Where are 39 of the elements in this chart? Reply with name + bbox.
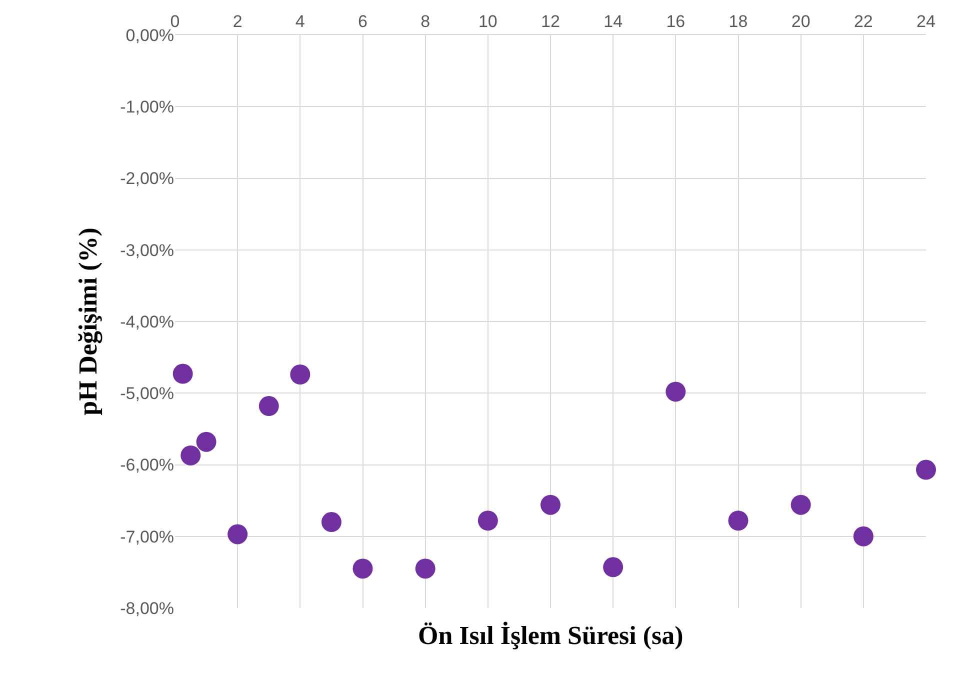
y-tick-label: -1,00% xyxy=(120,98,174,117)
y-tick-label: -7,00% xyxy=(120,527,174,546)
x-axis-title: Ön Isıl İşlem Süresi (sa) xyxy=(418,621,684,650)
x-tick-label: 20 xyxy=(791,12,810,32)
x-tick-label: 10 xyxy=(478,12,498,32)
x-tick-label: 24 xyxy=(916,12,936,32)
x-tick-label: 8 xyxy=(420,12,430,32)
point xyxy=(790,494,811,515)
x-tick-label: 2 xyxy=(232,12,242,32)
y-tick-label: -5,00% xyxy=(120,384,174,404)
point xyxy=(728,510,748,531)
point xyxy=(415,558,436,579)
point xyxy=(258,396,279,416)
point xyxy=(352,558,373,579)
point xyxy=(321,512,342,532)
point xyxy=(478,510,498,531)
x-tick-label: 16 xyxy=(666,12,686,32)
x-tick-label: 6 xyxy=(358,12,368,32)
x-tick-label: 18 xyxy=(728,12,748,32)
point xyxy=(172,364,193,384)
point xyxy=(603,557,624,578)
y-tick-label: -3,00% xyxy=(120,240,174,260)
point xyxy=(196,432,216,452)
x-tick-label: 22 xyxy=(854,12,873,32)
point xyxy=(540,494,560,515)
point xyxy=(853,526,874,546)
y-tick-label: -4,00% xyxy=(120,312,174,332)
x-tick-label: 12 xyxy=(541,12,560,32)
y-axis-title: pH Değişimi (%) xyxy=(74,228,103,416)
point xyxy=(666,382,686,402)
x-tick-label: 4 xyxy=(295,12,305,32)
point xyxy=(228,524,248,544)
x-tick-label: 14 xyxy=(604,12,623,32)
y-tick-label: -8,00% xyxy=(120,598,174,618)
point xyxy=(290,364,310,384)
y-tick-label: -2,00% xyxy=(120,169,174,188)
point xyxy=(180,445,201,466)
y-tick-label: -6,00% xyxy=(120,456,174,475)
point xyxy=(916,460,936,480)
